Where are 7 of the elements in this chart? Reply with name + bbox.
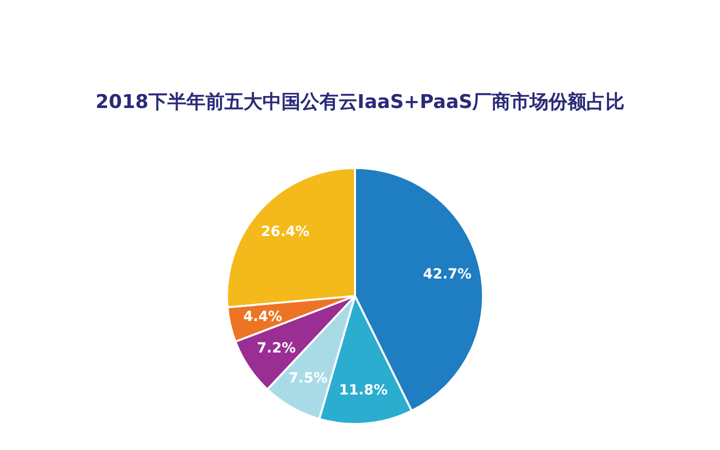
- data-label: 7.2%: [256, 340, 296, 357]
- data-label: 7.5%: [288, 370, 328, 386]
- data-label: 11.8%: [339, 382, 388, 398]
- chart-title: 2018下半年前五大中国公有云IaaS+PaaS厂商市场份额占比: [96, 91, 624, 113]
- data-label: 26.4%: [260, 224, 310, 240]
- data-label: 42.7%: [422, 266, 472, 282]
- data-label: 4.4%: [243, 309, 282, 326]
